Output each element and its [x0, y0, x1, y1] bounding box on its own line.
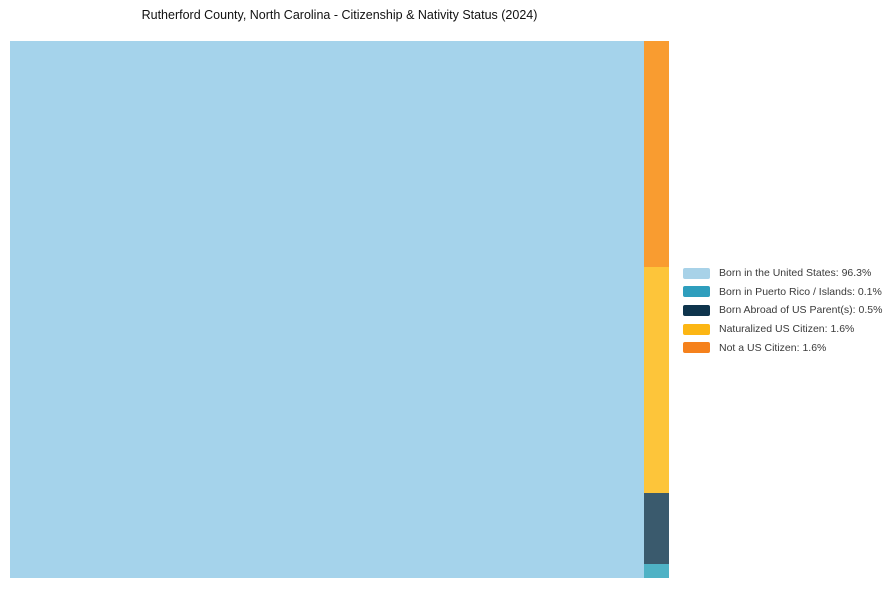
treemap-tile-naturalized-us-citizen	[643, 267, 669, 494]
legend-label-naturalized-us-citizen: Naturalized US Citizen: 1.6%	[719, 323, 855, 336]
treemap-tile-not-a-us-citizen	[643, 41, 669, 268]
legend-row-naturalized-us-citizen: Naturalized US Citizen: 1.6%	[683, 320, 882, 339]
legend-swatch-born-in-puerto-rico-islands	[683, 286, 710, 298]
chart-title: Rutherford County, North Carolina - Citi…	[141, 8, 538, 22]
treemap-tile-born-abroad-of-us-parents	[643, 493, 669, 564]
legend-label-born-abroad-of-us-parents: Born Abroad of US Parent(s): 0.5%	[719, 304, 883, 317]
legend-row-born-in-puerto-rico-islands: Born in Puerto Rico / Islands: 0.1%	[683, 283, 882, 302]
legend-swatch-born-abroad-of-us-parents	[683, 304, 710, 316]
legend-swatch-born-in-the-united-states	[683, 267, 710, 279]
treemap-plot	[10, 41, 669, 578]
legend-swatch-not-a-us-citizen	[683, 342, 710, 354]
legend-label-not-a-us-citizen: Not a US Citizen: 1.6%	[719, 341, 827, 354]
legend: Born in the United States: 96.3% Born in …	[683, 264, 882, 357]
legend-label-born-in-puerto-rico-islands: Born in Puerto Rico / Islands: 0.1%	[719, 285, 882, 298]
legend-row-not-a-us-citizen: Not a US Citizen: 1.6%	[683, 338, 882, 357]
legend-row-born-in-the-united-states: Born in the United States: 96.3%	[683, 264, 882, 283]
legend-label-born-in-the-united-states: Born in the United States: 96.3%	[719, 267, 872, 280]
legend-swatch-naturalized-us-citizen	[683, 323, 710, 335]
treemap-tile-born-in-the-united-states	[10, 41, 644, 578]
treemap-tile-born-in-puerto-rico-islands	[643, 563, 669, 578]
legend-row-born-abroad-of-us-parents: Born Abroad of US Parent(s): 0.5%	[683, 301, 882, 320]
